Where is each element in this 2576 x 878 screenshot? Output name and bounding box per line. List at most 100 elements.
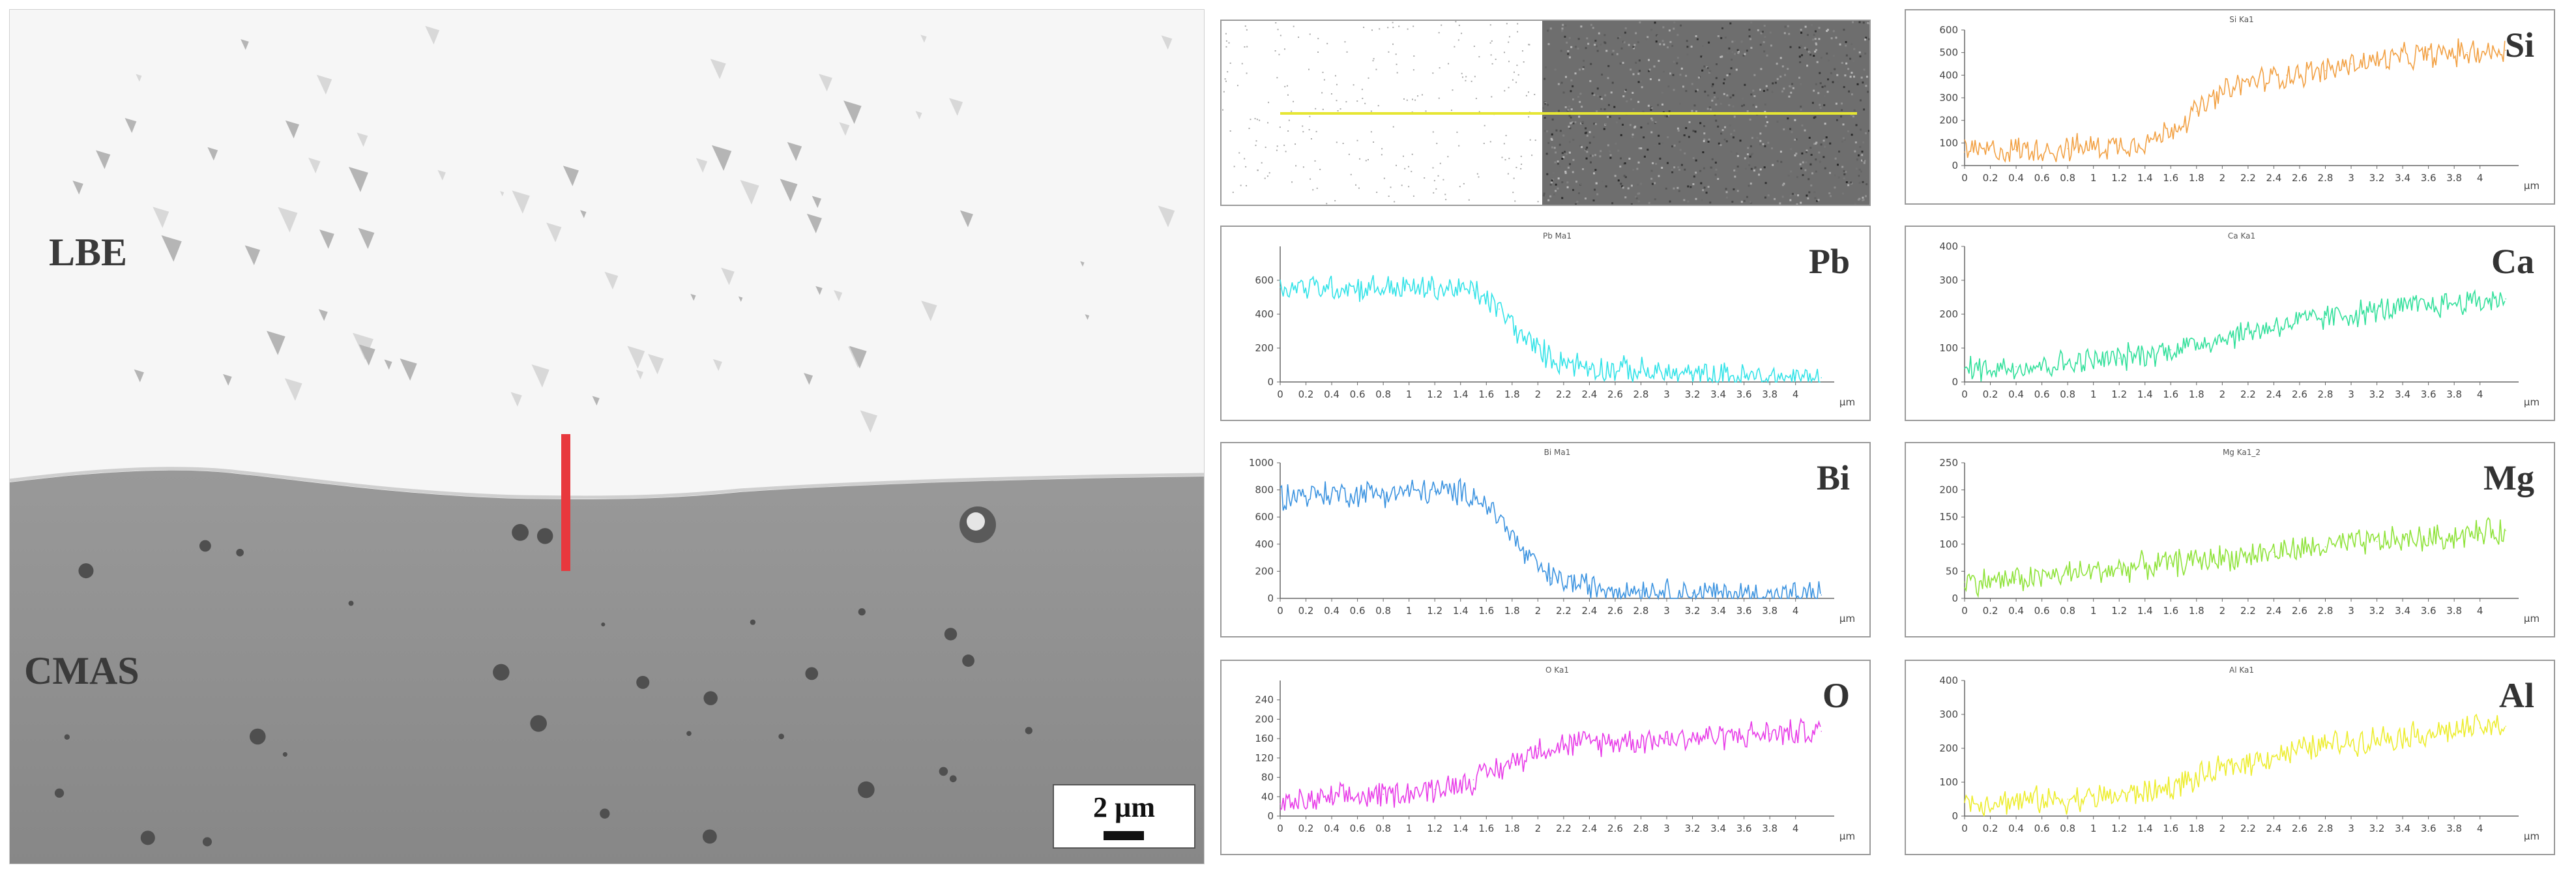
map-dot: [1686, 53, 1689, 56]
map-dot: [1635, 196, 1637, 198]
map-dot: [1615, 142, 1617, 145]
map-dot: [1761, 31, 1764, 33]
map-dot: [1746, 50, 1748, 52]
x-tick-label: 3.4: [1710, 605, 1726, 617]
map-dot: [1585, 148, 1587, 151]
map-dot: [1246, 46, 1248, 48]
map-dot: [1811, 102, 1814, 104]
map-dot: [1706, 66, 1709, 69]
x-tick-label: 2.2: [2240, 388, 2256, 400]
map-dot: [1512, 192, 1514, 194]
map-dot: [1457, 39, 1459, 41]
map-dot: [1659, 43, 1661, 46]
map-dot: [1859, 55, 1862, 58]
data-point: [1331, 493, 1332, 495]
x-tick-label: 2.8: [1633, 388, 1649, 400]
map-dot: [1746, 110, 1749, 112]
map-dot: [1654, 182, 1656, 184]
map-dot: [1547, 29, 1549, 32]
pit: [316, 74, 332, 95]
map-dot: [1760, 68, 1763, 70]
map-dot: [1637, 100, 1640, 103]
map-dot: [1668, 110, 1671, 113]
map-dot: [1751, 153, 1754, 155]
map-dot: [1725, 188, 1727, 190]
map-dot: [1650, 109, 1652, 111]
map-dot: [1678, 169, 1681, 171]
y-tick-label: 300: [1939, 92, 1958, 104]
x-tick-label: 0.4: [1324, 605, 1339, 617]
map-dot: [1244, 158, 1246, 160]
data-point: [1794, 594, 1796, 596]
map-dot: [1637, 41, 1639, 44]
map-dot: [1679, 149, 1682, 151]
map-dot: [1607, 115, 1609, 118]
data-point: [1280, 286, 1281, 288]
map-dot: [1852, 76, 1855, 78]
x-tick-label: 1.8: [1504, 388, 1520, 400]
map-dot: [1463, 183, 1465, 184]
map-dot: [1445, 199, 1447, 201]
map-dot: [1671, 171, 1674, 173]
map-dot: [1594, 188, 1596, 191]
map-dot: [1594, 154, 1597, 156]
map-dot: [1804, 169, 1807, 171]
map-dot: [1468, 199, 1470, 201]
data-point: [2157, 138, 2159, 139]
map-dot: [1794, 119, 1796, 121]
map-dot: [1615, 121, 1618, 124]
map-dot: [1819, 82, 1822, 85]
map-dot: [1730, 133, 1733, 136]
map-dot: [1365, 160, 1367, 162]
map-dot: [1663, 70, 1665, 73]
map-dot: [1609, 150, 1611, 153]
pit: [267, 330, 285, 355]
map-dot: [1826, 91, 1829, 93]
x-tick-label: 3.6: [2421, 823, 2437, 834]
map-dot: [1715, 168, 1718, 171]
map-dot: [1566, 41, 1568, 44]
map-dot: [1853, 109, 1856, 111]
map-dot: [1813, 143, 1815, 145]
map-dot: [1577, 38, 1580, 40]
map-dot: [1616, 53, 1618, 55]
map-dot: [1737, 51, 1740, 54]
map-dot: [1758, 173, 1761, 176]
y-tick-label: 250: [1939, 457, 1958, 469]
map-dot: [1604, 42, 1607, 44]
map-dot: [1228, 42, 1230, 44]
map-dot: [1814, 38, 1817, 40]
map-dot: [1572, 188, 1574, 191]
map-dot: [1636, 168, 1639, 170]
map-dot: [1708, 106, 1711, 109]
map-dot: [1473, 46, 1475, 48]
map-dot: [1620, 183, 1622, 185]
map-dot: [1581, 146, 1583, 149]
map-dot: [1309, 33, 1311, 35]
map-dot: [1596, 87, 1599, 90]
map-dot: [1568, 141, 1571, 143]
map-dot: [1491, 96, 1493, 98]
map-dot: [1521, 50, 1523, 52]
x-tick-label: 3.8: [1762, 823, 1778, 834]
map-dot: [1342, 143, 1344, 145]
map-dot: [1860, 76, 1863, 79]
map-dot: [1724, 126, 1727, 128]
map-dot: [1841, 62, 1843, 65]
pit: [357, 132, 368, 147]
map-dot: [1748, 161, 1750, 164]
map-dot: [1544, 117, 1546, 119]
spot: [750, 619, 756, 625]
map-dot: [1749, 145, 1752, 147]
map-dot: [1459, 186, 1461, 188]
map-dot: [1717, 125, 1720, 128]
map-dot: [1843, 170, 1845, 173]
map-dot: [1692, 157, 1695, 160]
data-point: [2273, 325, 2275, 327]
data-point: [1280, 495, 1281, 496]
map-dot: [1643, 155, 1646, 158]
map-dot: [1726, 94, 1729, 96]
x-tick-label: 0.4: [1324, 388, 1339, 400]
